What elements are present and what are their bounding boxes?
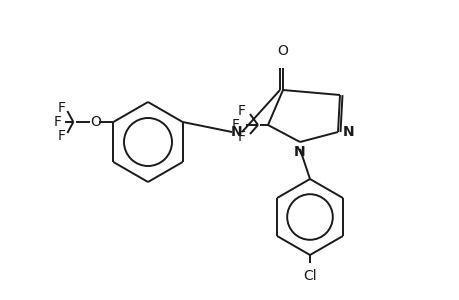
Text: O: O (277, 44, 288, 58)
Text: F: F (57, 101, 65, 115)
Text: F: F (57, 129, 65, 143)
Text: N: N (342, 125, 354, 139)
Text: N: N (294, 145, 305, 159)
Text: F: F (53, 115, 61, 129)
Text: N: N (231, 125, 242, 139)
Text: Cl: Cl (302, 269, 316, 283)
Text: F: F (237, 130, 246, 144)
Text: F: F (237, 104, 246, 118)
Text: F: F (231, 118, 240, 132)
Text: O: O (90, 115, 101, 129)
